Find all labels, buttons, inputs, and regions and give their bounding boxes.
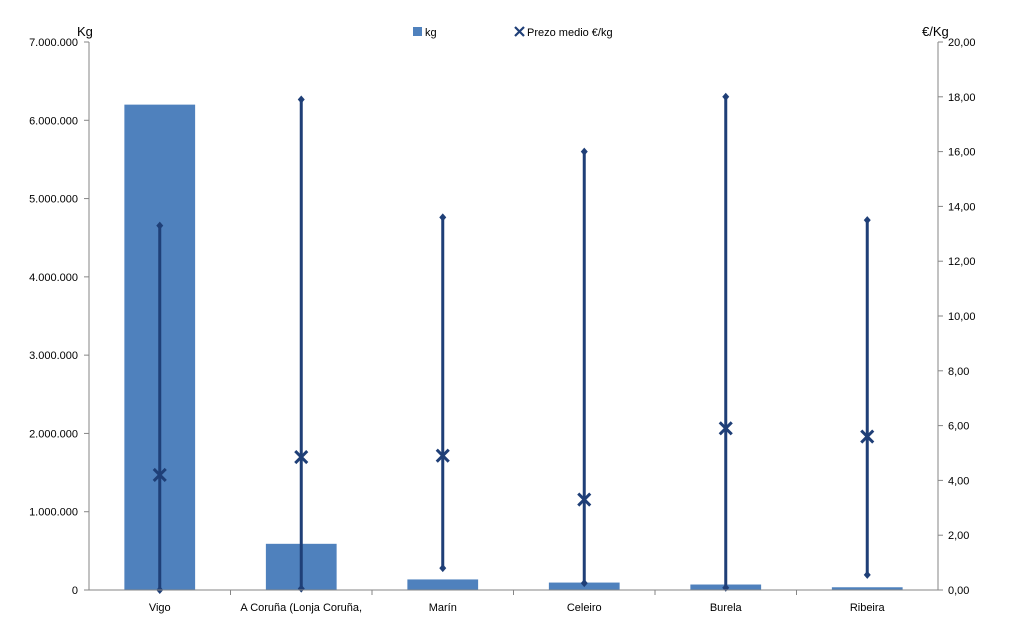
bar-kg — [831, 587, 903, 590]
category-label: Burela — [710, 602, 743, 614]
legend-price-marker-icon — [514, 26, 525, 37]
category-labels: Vigo A Coruña (Lonja Coruña, Marín Celeiro B… — [149, 602, 886, 614]
price-average-marker — [577, 492, 592, 507]
price-high-marker — [722, 92, 730, 101]
legend-kg-swatch — [413, 27, 422, 36]
category-label: Vigo — [149, 602, 171, 614]
left-tick-label: 3.000.000 — [29, 350, 78, 362]
price-high-marker — [297, 95, 305, 104]
right-tick-label: 6,00 — [948, 421, 969, 433]
bar-kg — [407, 579, 479, 590]
right-tick-label: 4,00 — [948, 475, 969, 487]
price-average-marker — [860, 429, 875, 444]
price-high-marker — [580, 147, 588, 156]
price-high-marker — [863, 216, 871, 225]
price-low-marker — [863, 570, 871, 579]
category-label: Celeiro — [567, 602, 602, 614]
right-tick-label: 2,00 — [948, 530, 969, 542]
left-tick-label: 1.000.000 — [29, 507, 78, 519]
right-axis-ticks: 0,00 2,00 4,00 6,00 8,00 10,00 12,00 14,00 16,00… — [938, 37, 976, 597]
price-average-marker — [152, 467, 167, 482]
price-average-marker — [294, 450, 309, 465]
right-tick-label: 20,00 — [948, 37, 976, 49]
price-low-marker — [297, 584, 305, 593]
right-tick-label: 0,00 — [948, 585, 969, 597]
left-tick-label: 2.000.000 — [29, 428, 78, 440]
price-low-marker — [439, 564, 447, 573]
left-tick-label: 0 — [72, 585, 78, 597]
right-tick-label: 10,00 — [948, 311, 976, 323]
right-axis-unit: €/Kg — [922, 24, 949, 39]
right-tick-label: 18,00 — [948, 92, 976, 104]
legend-kg-label: kg — [425, 27, 437, 39]
price-average-marker — [718, 421, 733, 436]
price-high-marker — [156, 221, 164, 230]
category-label: Ribeira — [850, 602, 886, 614]
price-high-marker — [439, 213, 447, 222]
price-average-marker — [435, 448, 450, 463]
legend-price-label: Prezo medio €/kg — [527, 27, 613, 39]
left-tick-label: 4.000.000 — [29, 272, 78, 284]
left-tick-label: 5.000.000 — [29, 194, 78, 206]
left-axis-ticks: 0 1.000.000 2.000.000 3.000.000 4.000.000 5.0… — [29, 37, 797, 597]
right-tick-label: 16,00 — [948, 147, 976, 159]
price-range-series — [152, 92, 875, 594]
left-axis-unit: Kg — [77, 24, 93, 39]
left-tick-label: 6.000.000 — [29, 115, 78, 127]
right-tick-label: 14,00 — [948, 201, 976, 213]
bar-series — [124, 104, 903, 590]
right-tick-label: 8,00 — [948, 366, 969, 378]
legend: kg Prezo medio €/kg — [413, 26, 613, 39]
right-tick-label: 12,00 — [948, 256, 976, 268]
category-label: Marín — [429, 602, 457, 614]
category-label: A Coruña (Lonja Coruña, — [240, 602, 362, 614]
left-tick-label: 7.000.000 — [29, 37, 78, 49]
price-low-marker — [580, 579, 588, 588]
